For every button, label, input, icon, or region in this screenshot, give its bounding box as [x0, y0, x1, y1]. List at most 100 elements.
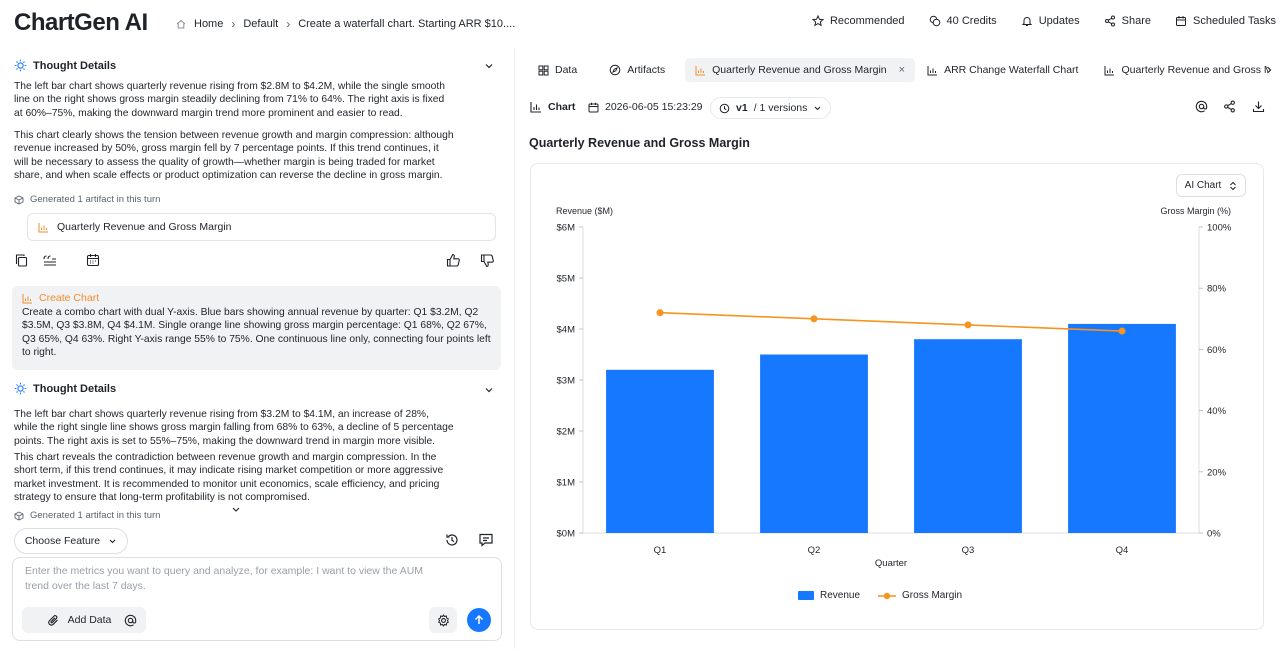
legend-item-gross-margin[interactable]: Gross Margin [878, 590, 962, 601]
legend-label: Revenue [820, 590, 861, 601]
ai-chart-selector[interactable]: AI Chart [1176, 174, 1246, 197]
y-tick-label-left: $2M [557, 427, 576, 438]
calendar-icon[interactable] [86, 253, 100, 267]
share-button[interactable]: Share [1104, 15, 1151, 27]
generated-note: Generated 1 artifact in this turn [14, 194, 160, 205]
thought-paragraph: The left bar chart shows quarterly reven… [14, 81, 445, 119]
chat-input-box: Add Data [12, 557, 502, 641]
gross-margin-line [659, 311, 1123, 332]
compass-icon [609, 64, 621, 76]
send-button[interactable] [467, 608, 491, 632]
sparkle-icon [14, 382, 27, 395]
sparkle-icon [14, 59, 27, 72]
header-nav: Recommended 40 Credits Updates Share Sch… [811, 15, 1276, 27]
tab-artifacts[interactable]: Artifacts [599, 58, 675, 82]
settings-button[interactable] [429, 607, 457, 633]
create-chart-heading: Create Chart [22, 292, 491, 304]
updates-label: Updates [1038, 15, 1080, 27]
y-tick-label-left: $3M [557, 376, 576, 387]
y-tick-label-right: 0% [1207, 529, 1221, 540]
mention-button[interactable] [114, 607, 146, 633]
tab-label: Artifacts [627, 64, 666, 76]
thought-details-header[interactable]: Thought Details [14, 382, 116, 395]
chevron-down-icon[interactable] [484, 61, 494, 71]
legend-swatch-bar [798, 591, 814, 600]
add-data-label: Add Data [67, 614, 112, 626]
bell-icon [1021, 15, 1033, 27]
chart-legend: Revenue Gross Margin [798, 590, 962, 601]
coins-icon [929, 15, 941, 27]
y-tick-label-right: 40% [1207, 406, 1227, 417]
recommended-button[interactable]: Recommended [811, 15, 905, 27]
combo-chart: $0M $1M $2M $3M $4M $5M $6M 0% 20% 40% 60% 80% 100% R… [556, 206, 1232, 569]
version-selector[interactable]: v1 / 1 versions [710, 97, 832, 119]
bar-q2 [760, 354, 868, 533]
grid-icon [538, 65, 549, 76]
legend-item-revenue[interactable]: Revenue [798, 590, 860, 601]
new-chat-icon[interactable] [478, 532, 494, 548]
updates-button[interactable]: Updates [1021, 15, 1080, 27]
breadcrumb-current: Create a waterfall chart. Starting ARR $… [298, 18, 516, 30]
version-total: / 1 versions [753, 102, 808, 114]
breadcrumb-default[interactable]: Default [243, 18, 279, 30]
y-tick-label-right: 80% [1207, 284, 1227, 295]
breadcrumb-home[interactable]: Home [194, 18, 224, 30]
generated-label: Generated 1 artifact in this turn [30, 510, 161, 521]
bar-chart-icon [1104, 65, 1115, 76]
chart-card: $0M $1M $2M $3M $4M $5M $6M 0% 20% 40% 60% 80% 100% R… [530, 163, 1264, 630]
tab-label: Quarterly Revenue and Gross Margin [712, 64, 887, 76]
close-icon[interactable]: × [898, 64, 906, 76]
conversation-panel: Thought Details The left bar chart shows… [0, 48, 512, 649]
x-tick-label: Q4 [1116, 545, 1129, 556]
thought-details-title: Thought Details [33, 59, 117, 72]
chart-title: Quarterly Revenue and Gross Margin [529, 136, 750, 150]
y-tick-label-left: $0M [557, 529, 576, 540]
gross-margin-point-q4 [1118, 327, 1126, 335]
generated-note: Generated 1 artifact in this turn [14, 510, 160, 521]
gross-margin-point-q3 [964, 321, 972, 329]
chevron-updown-icon [1229, 181, 1237, 191]
thought-details-header[interactable]: Thought Details [14, 59, 116, 72]
tab-label: Quarterly Revenue and Gross Ma [1121, 64, 1269, 76]
tab-label: Data [555, 64, 578, 76]
credits-label: 40 Credits [946, 15, 997, 27]
chevron-down-icon [108, 537, 117, 546]
x-tick-label: Q2 [808, 545, 821, 556]
tab-quarterly-revenue-gross-margin[interactable]: Quarterly Revenue and Gross Margin × [685, 58, 916, 82]
chat-input[interactable] [25, 564, 425, 600]
user-prompt: Create Chart Create a combo chart with d… [12, 286, 501, 370]
artifact-card[interactable]: Quarterly Revenue and Gross Margin [27, 213, 496, 241]
bar-chart-icon [927, 65, 938, 76]
artifact-tabs: Data Artifacts Quarterly Revenue and Gro… [528, 58, 1278, 82]
thumbs-up-icon[interactable] [446, 253, 461, 268]
chevron-down-icon[interactable] [484, 385, 494, 395]
arrow-up-icon [473, 614, 485, 626]
y-tick-label-right: 20% [1207, 467, 1227, 478]
chevron-right-icon[interactable] [1264, 65, 1274, 75]
create-chart-title: Create Chart [39, 292, 100, 304]
app-logo[interactable]: ChartGen AI [14, 9, 148, 36]
mention-icon[interactable] [1195, 100, 1208, 113]
credits-button[interactable]: 40 Credits [929, 15, 997, 27]
choose-feature-button[interactable]: Choose Feature [14, 528, 128, 554]
tab-quarterly-revenue-gross-margin-2[interactable]: Quarterly Revenue and Gross Ma [1094, 58, 1268, 82]
share-icon[interactable] [1223, 100, 1236, 113]
y-tick-label-left: $1M [557, 478, 576, 489]
recommended-label: Recommended [829, 15, 905, 27]
tab-data[interactable]: Data [528, 58, 587, 82]
bar-q4 [1068, 323, 1176, 533]
bar-chart-icon [695, 65, 706, 76]
tab-arr-change-waterfall[interactable]: ARR Change Waterfall Chart [917, 58, 1088, 82]
thumbs-down-icon[interactable] [480, 253, 495, 268]
home-icon [176, 19, 186, 29]
scroll-down-icon[interactable] [231, 506, 241, 514]
prompt-text: Create a combo chart with dual Y-axis. B… [22, 307, 491, 358]
copy-icon[interactable] [14, 253, 29, 268]
history-icon[interactable] [444, 532, 460, 548]
panel-divider[interactable] [514, 48, 515, 649]
at-icon [124, 614, 137, 627]
quote-icon[interactable] [42, 253, 58, 268]
ai-chart-label: AI Chart [1184, 180, 1222, 191]
scheduled-tasks-button[interactable]: Scheduled Tasks [1175, 15, 1276, 27]
download-icon[interactable] [1252, 100, 1265, 113]
